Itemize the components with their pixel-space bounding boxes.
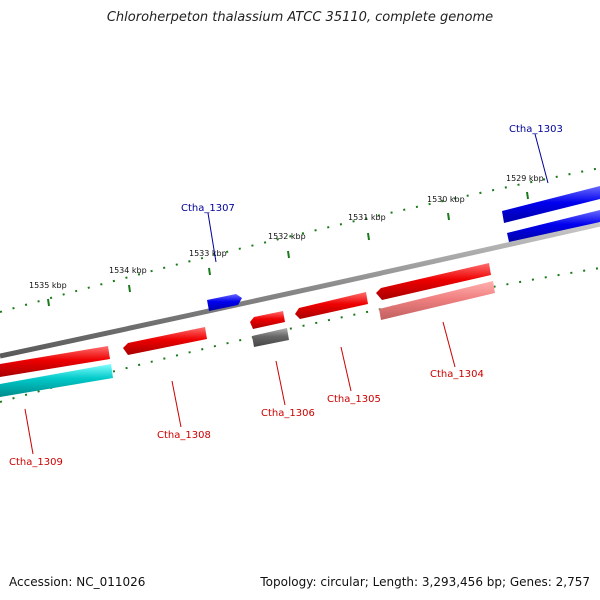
tick-label-1535: 1535 kbp: [29, 281, 67, 290]
leader-ctha-1306: [275, 360, 286, 406]
gene-label-ctha-1305: Ctha_1305: [327, 394, 381, 405]
gene-label-ctha-1307: Ctha_1307: [181, 203, 235, 214]
tick-label-1533: 1533 kbp: [189, 249, 227, 258]
gene-label-ctha-1303: Ctha_1303: [509, 124, 563, 135]
major-ticks: [47, 191, 529, 307]
major-tick: [447, 212, 450, 221]
gene-ctha-1304[interactable]: [376, 263, 495, 320]
leader-ctha-1303: [534, 133, 549, 184]
gene-label-ctha-1309: Ctha_1309: [9, 457, 63, 468]
leader-ctha-1309: [24, 408, 34, 455]
tick-labels: 1529 kbp 1530 kbp 1531 kbp 1532 kbp 1533…: [29, 174, 544, 290]
gene-ctha-1303[interactable]: [502, 186, 600, 242]
gene-labels: Ctha_1303 Ctha_1304 Ctha_1305 Ctha_1306 …: [9, 124, 563, 468]
major-tick: [208, 267, 211, 276]
gene-ctha-1305[interactable]: [295, 292, 368, 319]
gene-ctha-1308[interactable]: [123, 327, 207, 355]
major-tick: [367, 232, 370, 241]
leader-ctha-1305: [340, 346, 352, 392]
tick-label-1530: 1530 kbp: [427, 195, 465, 204]
genome-backbone: [0, 221, 600, 359]
major-tick: [526, 191, 529, 200]
map-title: Chloroherpeton thalassium ATCC 35110, co…: [106, 10, 494, 25]
genome-summary-text: Topology: circular; Length: 3,293,456 bp…: [260, 575, 590, 589]
leader-ctha-1307: [207, 212, 217, 263]
gene-label-ctha-1306: Ctha_1306: [261, 408, 315, 419]
tick-label-1529: 1529 kbp: [506, 174, 544, 183]
gene-label-ctha-1304: Ctha_1304: [430, 369, 484, 380]
major-tick: [287, 250, 290, 259]
major-tick: [47, 298, 50, 307]
tick-label-1531: 1531 kbp: [348, 213, 386, 222]
accession-text: Accession: NC_011026: [9, 575, 146, 589]
tick-label-1532: 1532 kbp: [268, 232, 306, 241]
label-leaders: [24, 133, 549, 455]
gene-ctha-1306[interactable]: [250, 311, 289, 347]
leader-ctha-1308: [171, 380, 182, 428]
gene-ctha-1307[interactable]: [207, 294, 242, 311]
gene-label-ctha-1308: Ctha_1308: [157, 430, 211, 441]
tick-label-1534: 1534 kbp: [109, 266, 147, 275]
leader-ctha-1304: [442, 321, 456, 368]
gene-ctha-1309[interactable]: [0, 346, 113, 397]
major-tick: [128, 284, 131, 293]
